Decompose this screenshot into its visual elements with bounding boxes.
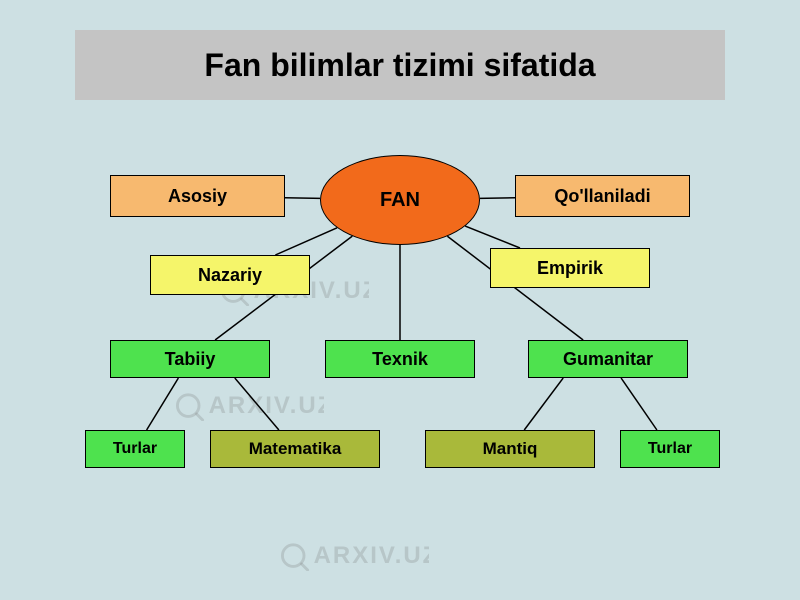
edge: [480, 198, 515, 199]
node-nazariy: Nazariy: [150, 255, 310, 295]
svg-text:ARXIV.UZ: ARXIV.UZ: [209, 392, 324, 419]
node-empirik: Empirik: [490, 248, 650, 288]
node-gumanitar: Gumanitar: [528, 340, 688, 378]
watermark: ARXIV.UZ: [175, 390, 324, 421]
node-qollaniladi: Qo'llaniladi: [515, 175, 690, 217]
node-matematika: Matematika: [210, 430, 380, 468]
node-fan: FAN: [320, 155, 480, 245]
edge: [235, 378, 279, 430]
watermark: ARXIV.UZ: [280, 540, 429, 571]
node-texnik: Texnik: [325, 340, 475, 378]
node-turlar1: Turlar: [85, 430, 185, 468]
edge: [285, 198, 320, 199]
edge: [147, 378, 179, 430]
edge: [275, 228, 337, 255]
svg-text:ARXIV.UZ: ARXIV.UZ: [314, 542, 429, 569]
diagram-canvas: ARXIV.UZARXIV.UZARXIV.UZARXIV.UZFan bili…: [0, 0, 800, 600]
edge: [465, 226, 520, 248]
page-title: Fan bilimlar tizimi sifatida: [75, 30, 725, 100]
node-asosiy: Asosiy: [110, 175, 285, 217]
node-turlar2: Turlar: [620, 430, 720, 468]
edge: [524, 378, 563, 430]
node-mantiq: Mantiq: [425, 430, 595, 468]
edge: [621, 378, 657, 430]
node-tabiiy: Tabiiy: [110, 340, 270, 378]
